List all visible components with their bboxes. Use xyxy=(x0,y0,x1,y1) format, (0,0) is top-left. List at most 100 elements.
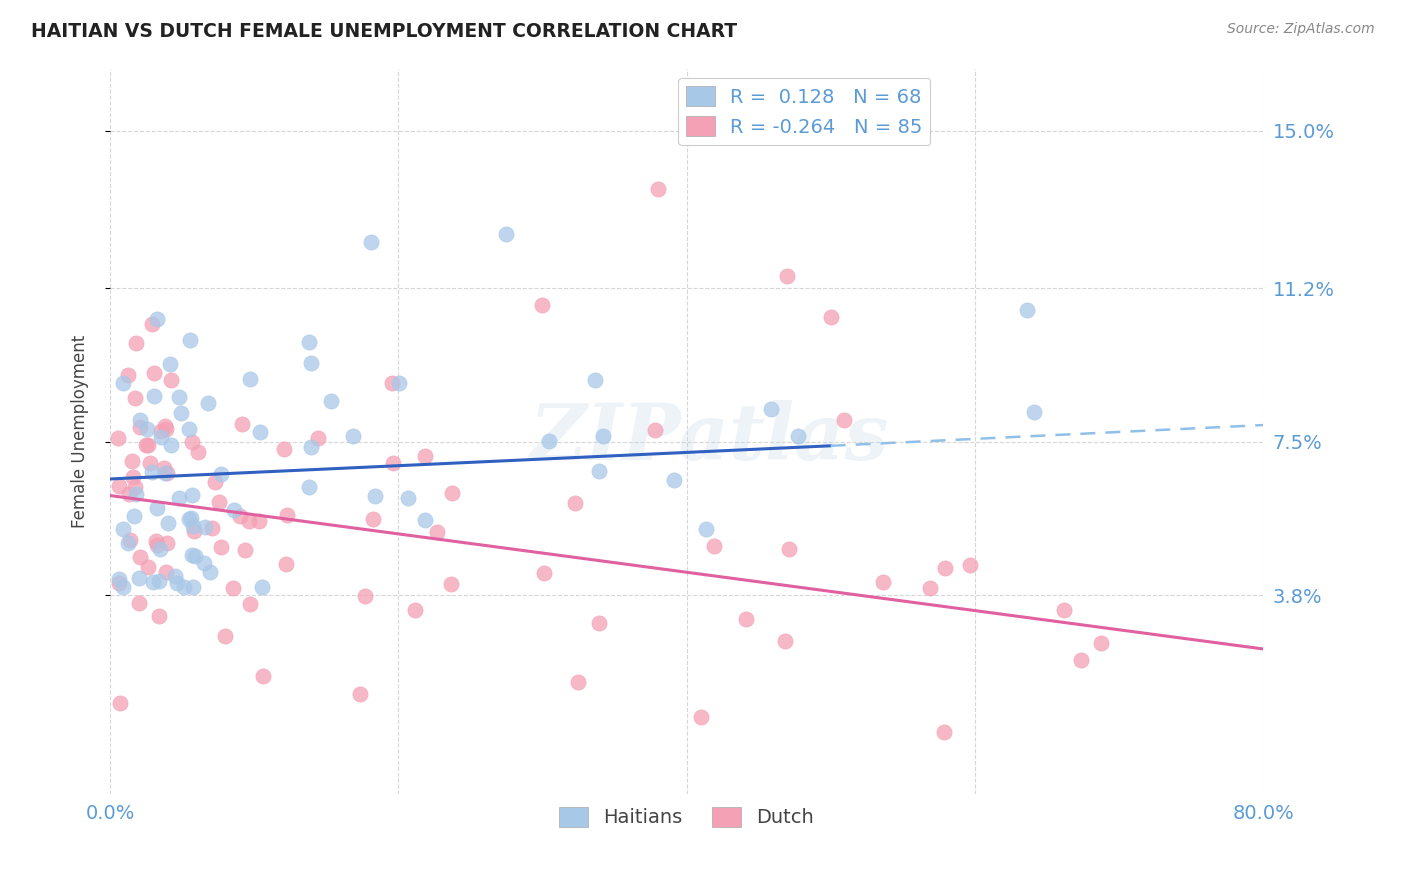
Point xyxy=(647,182,669,196)
Point xyxy=(184,549,207,564)
Point xyxy=(786,429,808,443)
Point xyxy=(273,442,295,457)
Point xyxy=(160,438,183,452)
Point xyxy=(111,376,134,390)
Point xyxy=(149,430,172,444)
Point xyxy=(122,470,145,484)
Point xyxy=(148,609,170,624)
Point xyxy=(695,522,717,536)
Text: Source: ZipAtlas.com: Source: ZipAtlas.com xyxy=(1227,22,1375,37)
Point xyxy=(160,373,183,387)
Point xyxy=(238,514,260,528)
Point xyxy=(181,580,204,594)
Point xyxy=(118,486,141,500)
Point xyxy=(538,434,561,448)
Point xyxy=(117,535,139,549)
Point xyxy=(299,440,322,454)
Point xyxy=(662,473,685,487)
Point xyxy=(778,542,800,557)
Point xyxy=(167,491,190,505)
Point xyxy=(193,556,215,570)
Point xyxy=(136,438,159,452)
Point xyxy=(583,373,606,387)
Point xyxy=(298,334,321,349)
Point xyxy=(307,431,329,445)
Point xyxy=(353,589,375,603)
Point xyxy=(179,333,201,347)
Point xyxy=(364,489,387,503)
Point xyxy=(136,560,159,574)
Point xyxy=(124,391,146,405)
Point xyxy=(834,413,856,427)
Point xyxy=(143,389,166,403)
Point xyxy=(146,501,169,516)
Point xyxy=(567,675,589,690)
Legend: Haitians, Dutch: Haitians, Dutch xyxy=(551,799,823,835)
Point xyxy=(644,424,666,438)
Point xyxy=(228,508,250,523)
Point xyxy=(404,603,426,617)
Point xyxy=(179,512,201,526)
Point xyxy=(200,521,222,535)
Point xyxy=(183,524,205,538)
Point xyxy=(209,540,232,554)
Point xyxy=(382,456,405,470)
Point xyxy=(121,454,143,468)
Point xyxy=(702,539,724,553)
Point xyxy=(136,422,159,436)
Point xyxy=(146,311,169,326)
Point xyxy=(157,516,180,531)
Point xyxy=(135,438,157,452)
Point xyxy=(761,401,783,416)
Point xyxy=(112,522,135,536)
Point xyxy=(156,467,179,481)
Point xyxy=(180,511,202,525)
Point xyxy=(142,366,165,380)
Point xyxy=(181,519,204,533)
Point xyxy=(122,509,145,524)
Point xyxy=(145,538,167,552)
Point xyxy=(204,475,226,489)
Point xyxy=(181,487,204,501)
Point xyxy=(129,413,152,427)
Point xyxy=(170,406,193,420)
Point xyxy=(124,481,146,495)
Point xyxy=(138,457,160,471)
Point xyxy=(197,396,219,410)
Point xyxy=(388,376,411,391)
Point xyxy=(820,310,842,325)
Point xyxy=(166,576,188,591)
Point xyxy=(231,417,253,431)
Text: ZIPatlas: ZIPatlas xyxy=(530,401,890,477)
Point xyxy=(495,227,517,242)
Point xyxy=(413,513,436,527)
Point xyxy=(381,376,404,390)
Point xyxy=(179,422,201,436)
Point xyxy=(564,496,586,510)
Point xyxy=(959,558,981,573)
Point xyxy=(124,487,146,501)
Point xyxy=(159,357,181,371)
Point xyxy=(141,465,163,479)
Point xyxy=(125,336,148,351)
Point xyxy=(441,486,464,500)
Point xyxy=(1015,302,1038,317)
Point xyxy=(208,495,231,509)
Point xyxy=(107,431,129,445)
Point xyxy=(276,508,298,523)
Point xyxy=(934,561,956,575)
Point xyxy=(1053,603,1076,617)
Point xyxy=(396,491,419,505)
Point xyxy=(108,573,131,587)
Point xyxy=(319,393,342,408)
Point xyxy=(872,574,894,589)
Point xyxy=(1070,653,1092,667)
Point xyxy=(588,464,610,478)
Point xyxy=(152,460,174,475)
Point xyxy=(363,512,385,526)
Point xyxy=(167,390,190,404)
Point xyxy=(233,543,256,558)
Point xyxy=(238,597,260,611)
Point xyxy=(221,581,243,595)
Point xyxy=(298,480,321,494)
